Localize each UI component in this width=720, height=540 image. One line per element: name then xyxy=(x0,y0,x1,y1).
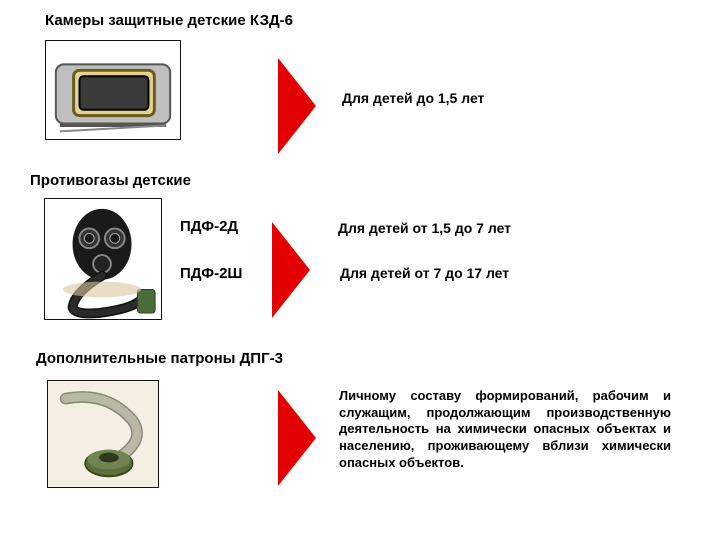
arrow-pdf xyxy=(272,222,310,318)
image-dpg3 xyxy=(47,380,159,488)
image-pdf xyxy=(44,198,162,320)
gas-mask-icon xyxy=(45,198,161,320)
desc-kzd6: Для детей до 1,5 лет xyxy=(342,90,484,106)
image-kzd6 xyxy=(45,40,181,140)
arrow-kzd6 xyxy=(278,58,316,154)
protective-chamber-icon xyxy=(46,40,180,140)
arrow-dpg3 xyxy=(278,390,316,486)
desc-pdf-2: Для детей от 7 до 17 лет xyxy=(340,265,509,281)
label-pdf-2sh: ПДФ-2Ш xyxy=(180,265,242,282)
section-title-pdf: Противогазы детские xyxy=(30,172,191,189)
section-title-kzd6: Камеры защитные детские КЗД-6 xyxy=(45,12,293,29)
desc-dpg3: Личному составу формирований, рабочим и … xyxy=(339,388,671,471)
section-title-dpg3: Дополнительные патроны ДПГ-3 xyxy=(36,350,283,367)
desc-pdf-1: Для детей от 1,5 до 7 лет xyxy=(338,220,511,236)
filter-cartridge-icon xyxy=(48,380,158,488)
label-pdf-2d: ПДФ-2Д xyxy=(180,218,238,235)
